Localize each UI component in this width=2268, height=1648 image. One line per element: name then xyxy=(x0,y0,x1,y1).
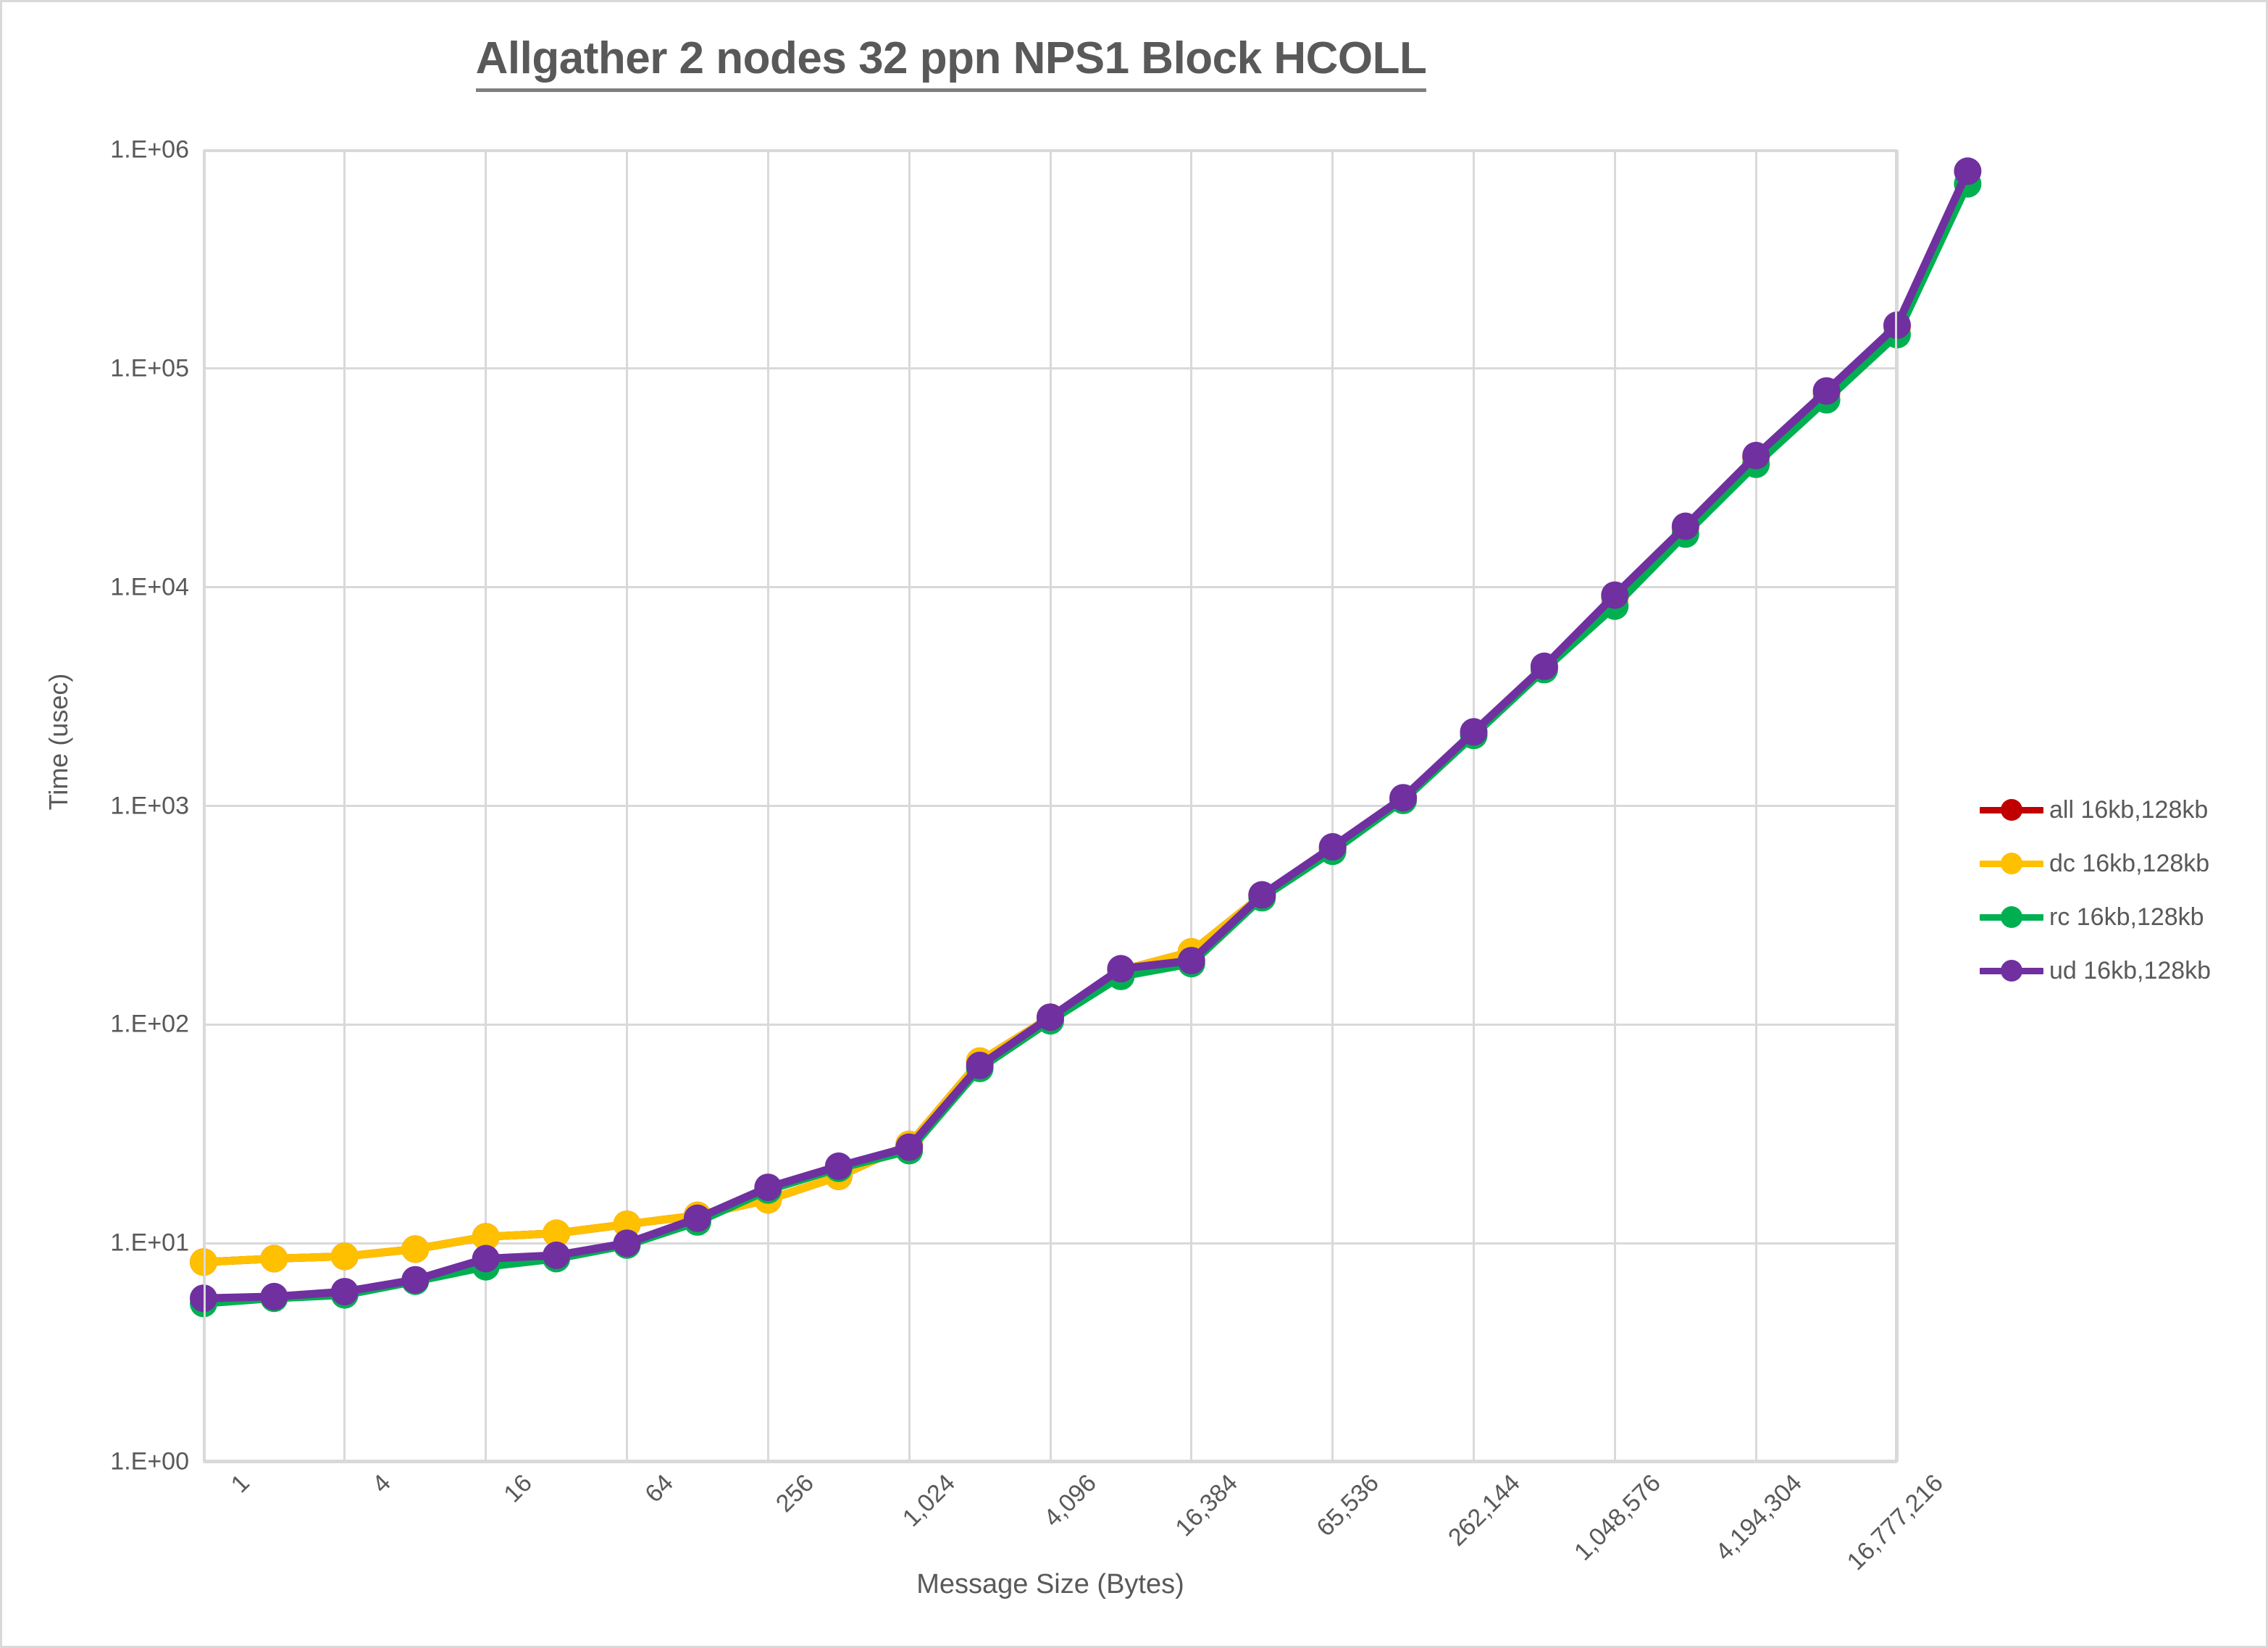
data-point-marker xyxy=(472,1223,500,1251)
gridline-vertical xyxy=(908,150,911,1462)
y-axis-tick-labels: 1.E+00 1.E+01 1.E+02 1.E+03 1.E+04 1.E+05 1.E+… xyxy=(17,136,189,1476)
data-point-marker xyxy=(1248,881,1276,909)
y-axis-tick: 1.E+04 xyxy=(110,573,189,601)
legend-item[interactable]: all 16kb,128kb xyxy=(1980,783,2255,837)
x-axis-title: Message Size (Bytes) xyxy=(916,1569,1184,1599)
plot-area xyxy=(190,149,1982,1463)
series-all xyxy=(190,313,1911,1276)
y-axis-tick: 1.E+03 xyxy=(110,792,189,819)
data-point-marker xyxy=(824,1152,853,1180)
data-point-marker xyxy=(1742,441,1770,469)
data-point-marker xyxy=(190,1248,217,1276)
gridline-vertical xyxy=(626,150,628,1462)
series-dc xyxy=(190,313,1911,1276)
legend-marker-icon xyxy=(1980,906,2043,928)
data-point-marker xyxy=(1460,718,1488,746)
data-point-marker xyxy=(754,1174,782,1202)
series-line xyxy=(199,167,1972,1302)
legend-item-label: all 16kb,128kb xyxy=(2049,795,2209,824)
data-point-marker xyxy=(613,1229,641,1258)
gridline-horizontal xyxy=(204,1460,1897,1463)
gridline-vertical xyxy=(766,150,769,1462)
data-point-marker xyxy=(543,1241,571,1269)
legend-item[interactable]: dc 16kb,128kb xyxy=(1980,837,2255,890)
series-line xyxy=(199,322,1901,1266)
gridline-vertical xyxy=(485,150,488,1462)
y-axis-tick: 1.E+06 xyxy=(110,135,189,164)
data-point-marker xyxy=(1671,512,1699,540)
data-point-marker xyxy=(401,1235,430,1263)
y-axis-tick: 1.E+05 xyxy=(110,354,189,382)
data-point-marker xyxy=(1037,1003,1064,1032)
data-point-marker xyxy=(1954,157,1982,185)
gridline-vertical xyxy=(1473,150,1475,1462)
gridline-vertical xyxy=(1896,150,1899,1462)
data-point-marker xyxy=(1318,833,1347,861)
legend-item[interactable]: rc 16kb,128kb xyxy=(1980,890,2255,944)
legend-item-label: rc 16kb,128kb xyxy=(2049,903,2204,931)
legend-marker-icon xyxy=(1980,960,2043,982)
data-point-marker xyxy=(543,1219,571,1247)
legend-item-label: ud 16kb,128kb xyxy=(2049,956,2211,984)
series-line xyxy=(199,180,1972,1308)
data-point-marker xyxy=(1107,955,1135,983)
data-point-marker xyxy=(330,1278,359,1306)
data-point-marker xyxy=(472,1245,500,1273)
series-ud xyxy=(190,157,1982,1313)
data-point-marker xyxy=(330,1242,359,1271)
data-point-marker xyxy=(260,1245,288,1273)
gridline-vertical xyxy=(1190,150,1193,1462)
data-point-marker xyxy=(1177,947,1205,975)
y-axis-tick: 1.E+02 xyxy=(110,1010,189,1038)
series-line xyxy=(199,322,1901,1266)
series-rc xyxy=(190,170,1982,1318)
data-point-marker xyxy=(401,1266,430,1294)
legend-item[interactable]: ud 16kb,128kb xyxy=(1980,944,2255,997)
chart-legend: all 16kb,128kb dc 16kb,128kb rc 16kb,128kb… xyxy=(1980,783,2255,997)
legend-item-label: dc 16kb,128kb xyxy=(2049,849,2210,877)
data-point-marker xyxy=(683,1204,711,1232)
gridline-vertical xyxy=(343,150,346,1462)
data-point-marker xyxy=(613,1210,641,1239)
x-axis-tick-labels: 1 4 16 64 256 1,024 4,096 16,384 65,536 262,144 1,… xyxy=(204,1469,1949,1578)
legend-marker-icon xyxy=(1980,853,2043,874)
data-point-marker xyxy=(1883,311,1911,339)
y-axis-tick: 1.E+01 xyxy=(110,1229,189,1257)
gridline-vertical xyxy=(1049,150,1052,1462)
gridline-vertical xyxy=(1613,150,1616,1462)
gridline-vertical xyxy=(1331,150,1334,1462)
chart-title: Allgather 2 nodes 32 ppn NPS1 Block HCOL… xyxy=(2,33,1900,92)
chart-title-text: Allgather 2 nodes 32 ppn NPS1 Block HCOL… xyxy=(475,33,1427,92)
gridline-vertical xyxy=(1754,150,1757,1462)
data-point-marker xyxy=(190,1284,217,1313)
data-point-marker xyxy=(260,1282,288,1310)
legend-marker-icon xyxy=(1980,799,2043,821)
series-lines xyxy=(190,157,1982,1318)
y-axis-tick: 1.E+00 xyxy=(110,1447,189,1476)
data-point-marker xyxy=(895,1133,924,1161)
data-point-marker xyxy=(1530,652,1558,680)
data-point-marker xyxy=(1601,581,1629,609)
data-point-marker xyxy=(966,1051,994,1079)
data-point-marker xyxy=(1812,377,1841,405)
data-point-marker xyxy=(1389,784,1418,812)
